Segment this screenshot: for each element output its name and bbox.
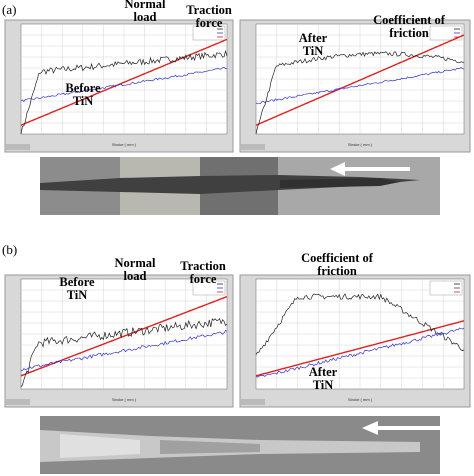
toolbar bbox=[6, 144, 30, 150]
micrograph-b bbox=[40, 416, 440, 474]
annotation: Normal load bbox=[124, 0, 166, 24]
annotation: Before TiN bbox=[65, 81, 101, 108]
curve bbox=[255, 67, 465, 105]
curve bbox=[20, 330, 228, 371]
curve bbox=[255, 293, 465, 355]
panel-label: (b) bbox=[2, 242, 18, 257]
curve bbox=[20, 318, 228, 388]
legend bbox=[192, 25, 226, 41]
micrograph-a bbox=[40, 157, 440, 215]
chart: Stroke ( mm ) bbox=[239, 19, 471, 153]
x-axis-label: Stroke ( mm ) bbox=[348, 397, 373, 402]
legend bbox=[429, 280, 463, 296]
legend bbox=[192, 280, 226, 296]
annotation: Coefficient of friction bbox=[301, 251, 373, 278]
annotation: Traction force bbox=[186, 3, 232, 30]
toolbar bbox=[241, 399, 265, 405]
curve bbox=[255, 320, 465, 377]
x-axis-label: Stroke ( mm ) bbox=[112, 142, 137, 147]
curve bbox=[255, 327, 465, 378]
annotation: After TiN bbox=[298, 31, 328, 58]
panel-label: (a) bbox=[2, 2, 17, 17]
annotation: Coefficient of friction bbox=[373, 13, 445, 40]
curve bbox=[20, 67, 228, 103]
toolbar bbox=[241, 144, 265, 150]
x-axis-label: Stroke ( mm ) bbox=[348, 142, 373, 147]
toolbar bbox=[6, 399, 30, 405]
annotation: Before TiN bbox=[59, 275, 95, 302]
annotation: Normal load bbox=[114, 256, 156, 283]
x-axis-label: Stroke ( mm ) bbox=[112, 397, 137, 402]
chart: Stroke ( mm ) bbox=[239, 274, 471, 408]
chart: Stroke ( mm ) bbox=[4, 274, 234, 408]
curve bbox=[20, 49, 228, 135]
legend bbox=[429, 25, 463, 41]
curve bbox=[255, 34, 465, 126]
curve bbox=[255, 51, 465, 135]
annotation: After TiN bbox=[308, 365, 338, 392]
chart: Stroke ( mm ) bbox=[4, 19, 234, 153]
curve bbox=[20, 38, 228, 126]
annotation: Traction force bbox=[180, 259, 226, 286]
